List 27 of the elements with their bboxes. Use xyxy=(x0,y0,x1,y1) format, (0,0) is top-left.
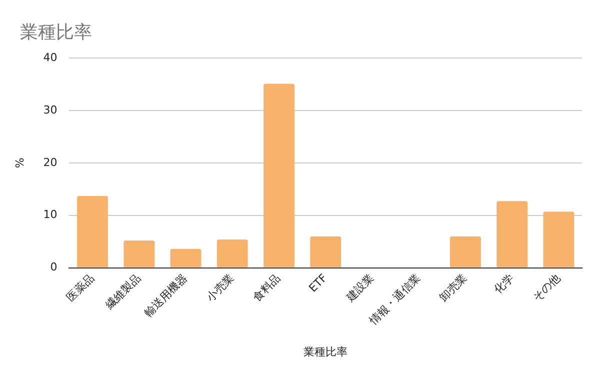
y-tick-label: 0 xyxy=(50,260,58,274)
y-tick-label: 10 xyxy=(43,208,58,222)
bar xyxy=(124,240,155,268)
bar xyxy=(543,212,574,268)
x-tick-label: 卸売業 xyxy=(437,271,470,304)
y-tick-label: 30 xyxy=(43,103,58,116)
bar xyxy=(450,236,481,268)
y-axis-title: % xyxy=(13,158,26,168)
bar xyxy=(264,84,294,268)
x-tick-label: 化学 xyxy=(491,271,516,296)
x-tick-label: その他 xyxy=(530,271,563,304)
x-tick-label: 食料品 xyxy=(250,271,284,304)
x-tick-label: 医薬品 xyxy=(64,271,97,304)
x-tick-label: 輸送用機器 xyxy=(142,271,190,320)
y-tick-label: 40 xyxy=(43,50,58,64)
x-tick-label: ETF xyxy=(306,271,330,295)
x-tick-label: 繊維製品 xyxy=(102,271,144,312)
x-axis-title: 業種比率 xyxy=(304,345,348,358)
bar xyxy=(310,236,342,268)
y-tick-label: 20 xyxy=(43,156,58,169)
bar xyxy=(170,248,202,268)
bar xyxy=(216,239,248,268)
x-tick-label: 小売業 xyxy=(204,271,237,304)
chart-title: 業種比率 xyxy=(20,21,92,44)
bar xyxy=(496,201,528,268)
bar xyxy=(77,196,108,268)
x-tick-label: 建設業 xyxy=(343,271,376,305)
